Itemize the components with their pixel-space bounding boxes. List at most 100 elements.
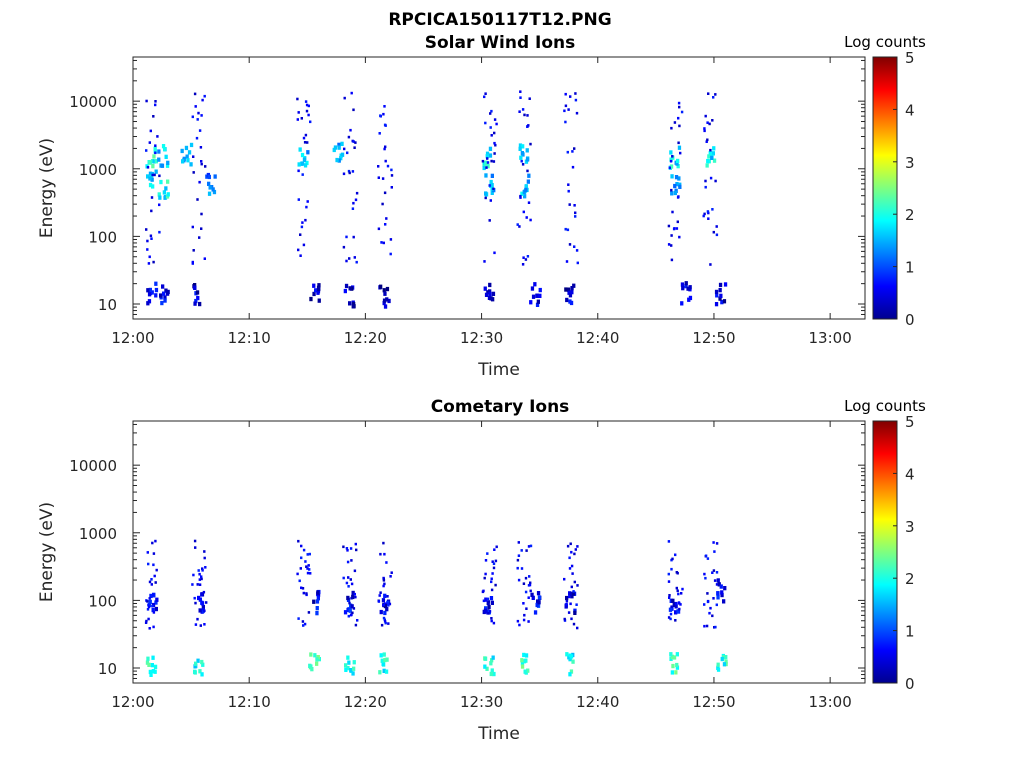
heatmap-cell	[524, 576, 528, 580]
heatmap-cell	[524, 187, 528, 193]
heatmap-cell	[670, 654, 674, 659]
heatmap-cell	[565, 600, 569, 603]
heatmap-cell	[671, 598, 675, 603]
heatmap-cell	[484, 160, 488, 165]
heatmap-cell	[673, 121, 677, 124]
spectrogram-cells	[144, 539, 728, 677]
heatmap-cell	[351, 671, 355, 676]
heatmap-cell	[677, 176, 681, 181]
heatmap-cell	[705, 140, 708, 143]
heatmap-cell	[383, 657, 387, 663]
heatmap-cell	[492, 566, 496, 570]
heatmap-cell	[526, 114, 529, 117]
heatmap-cell	[703, 129, 706, 133]
colorbar-tick-label: 3	[905, 154, 915, 172]
heatmap-cell	[574, 211, 577, 215]
heatmap-cell	[667, 243, 671, 246]
heatmap-cell	[197, 595, 201, 601]
heatmap-cell	[201, 662, 205, 667]
heatmap-cell	[669, 612, 673, 616]
heatmap-cell	[158, 203, 161, 207]
heatmap-cell	[382, 652, 386, 657]
heatmap-cell	[381, 598, 386, 603]
heatmap-cell	[489, 671, 493, 677]
heatmap-cell	[669, 159, 673, 163]
heatmap-cell	[517, 541, 520, 544]
heatmap-cell	[522, 582, 526, 585]
heatmap-cell	[198, 608, 202, 613]
heatmap-cell	[309, 296, 313, 302]
heatmap-cell	[573, 580, 576, 584]
heatmap-cell	[537, 595, 542, 600]
heatmap-cell	[148, 141, 151, 144]
heatmap-cell	[488, 291, 492, 297]
heatmap-cell	[203, 609, 206, 613]
heatmap-cell	[154, 100, 157, 103]
heatmap-cell	[146, 174, 150, 179]
heatmap-cell	[570, 550, 573, 554]
heatmap-cell	[303, 163, 308, 168]
heatmap-cell	[297, 162, 301, 167]
heatmap-cell	[526, 668, 530, 673]
heatmap-cell	[298, 147, 302, 152]
heatmap-cell	[182, 156, 186, 161]
heatmap-cell	[533, 610, 538, 615]
heatmap-cell	[568, 293, 573, 298]
heatmap-cell	[675, 571, 678, 574]
heatmap-cell	[154, 581, 157, 584]
heatmap-cell	[160, 163, 165, 168]
heatmap-cell	[339, 156, 343, 161]
heatmap-cell	[316, 590, 320, 595]
heatmap-cell	[524, 590, 528, 594]
heatmap-cell	[145, 99, 148, 103]
heatmap-cell	[491, 572, 494, 575]
heatmap-cell	[677, 101, 681, 105]
heatmap-cell	[712, 569, 716, 572]
heatmap-cell	[519, 194, 522, 198]
heatmap-cell	[566, 287, 571, 292]
heatmap-cell	[164, 186, 168, 191]
y-tick-label: 1000	[79, 161, 117, 179]
heatmap-cell	[193, 283, 197, 288]
heatmap-cell	[151, 607, 155, 613]
heatmap-cell	[153, 669, 157, 674]
heatmap-cell	[354, 623, 358, 627]
heatmap-cell	[200, 672, 204, 677]
heatmap-cell	[516, 566, 519, 570]
heatmap-cell	[526, 179, 530, 184]
heatmap-cell	[296, 572, 299, 576]
heatmap-cell	[570, 617, 573, 621]
heatmap-cell	[147, 603, 150, 607]
heatmap-cell	[568, 556, 571, 560]
heatmap-cell	[669, 157, 673, 162]
heatmap-cell	[312, 599, 316, 604]
heatmap-cell	[495, 545, 498, 549]
heatmap-cell	[486, 290, 490, 295]
heatmap-cell	[337, 158, 341, 163]
heatmap-cell	[379, 114, 382, 117]
heatmap-cell	[563, 617, 566, 621]
heatmap-cell	[153, 149, 157, 154]
heatmap-cell	[671, 155, 675, 160]
spectrogram-cells	[145, 90, 728, 309]
heatmap-cell	[379, 653, 383, 658]
x-tick-label: 12:10	[228, 329, 271, 347]
heatmap-cell	[315, 657, 319, 662]
heatmap-cell	[151, 173, 154, 177]
heatmap-cell	[667, 224, 671, 228]
plot-frame	[132, 56, 866, 320]
heatmap-cell	[346, 655, 350, 660]
heatmap-cell	[207, 191, 212, 196]
heatmap-cell	[484, 606, 488, 611]
heatmap-cell	[305, 109, 309, 113]
heatmap-cell	[211, 187, 215, 192]
heatmap-cell	[157, 192, 161, 197]
heatmap-cell	[720, 592, 724, 598]
heatmap-cell	[489, 199, 492, 202]
heatmap-cell	[713, 550, 716, 553]
heatmap-cell	[148, 669, 152, 675]
heatmap-cell	[482, 599, 486, 603]
heatmap-cell	[704, 554, 708, 558]
heatmap-cell	[484, 292, 489, 297]
heatmap-cell	[490, 580, 493, 584]
